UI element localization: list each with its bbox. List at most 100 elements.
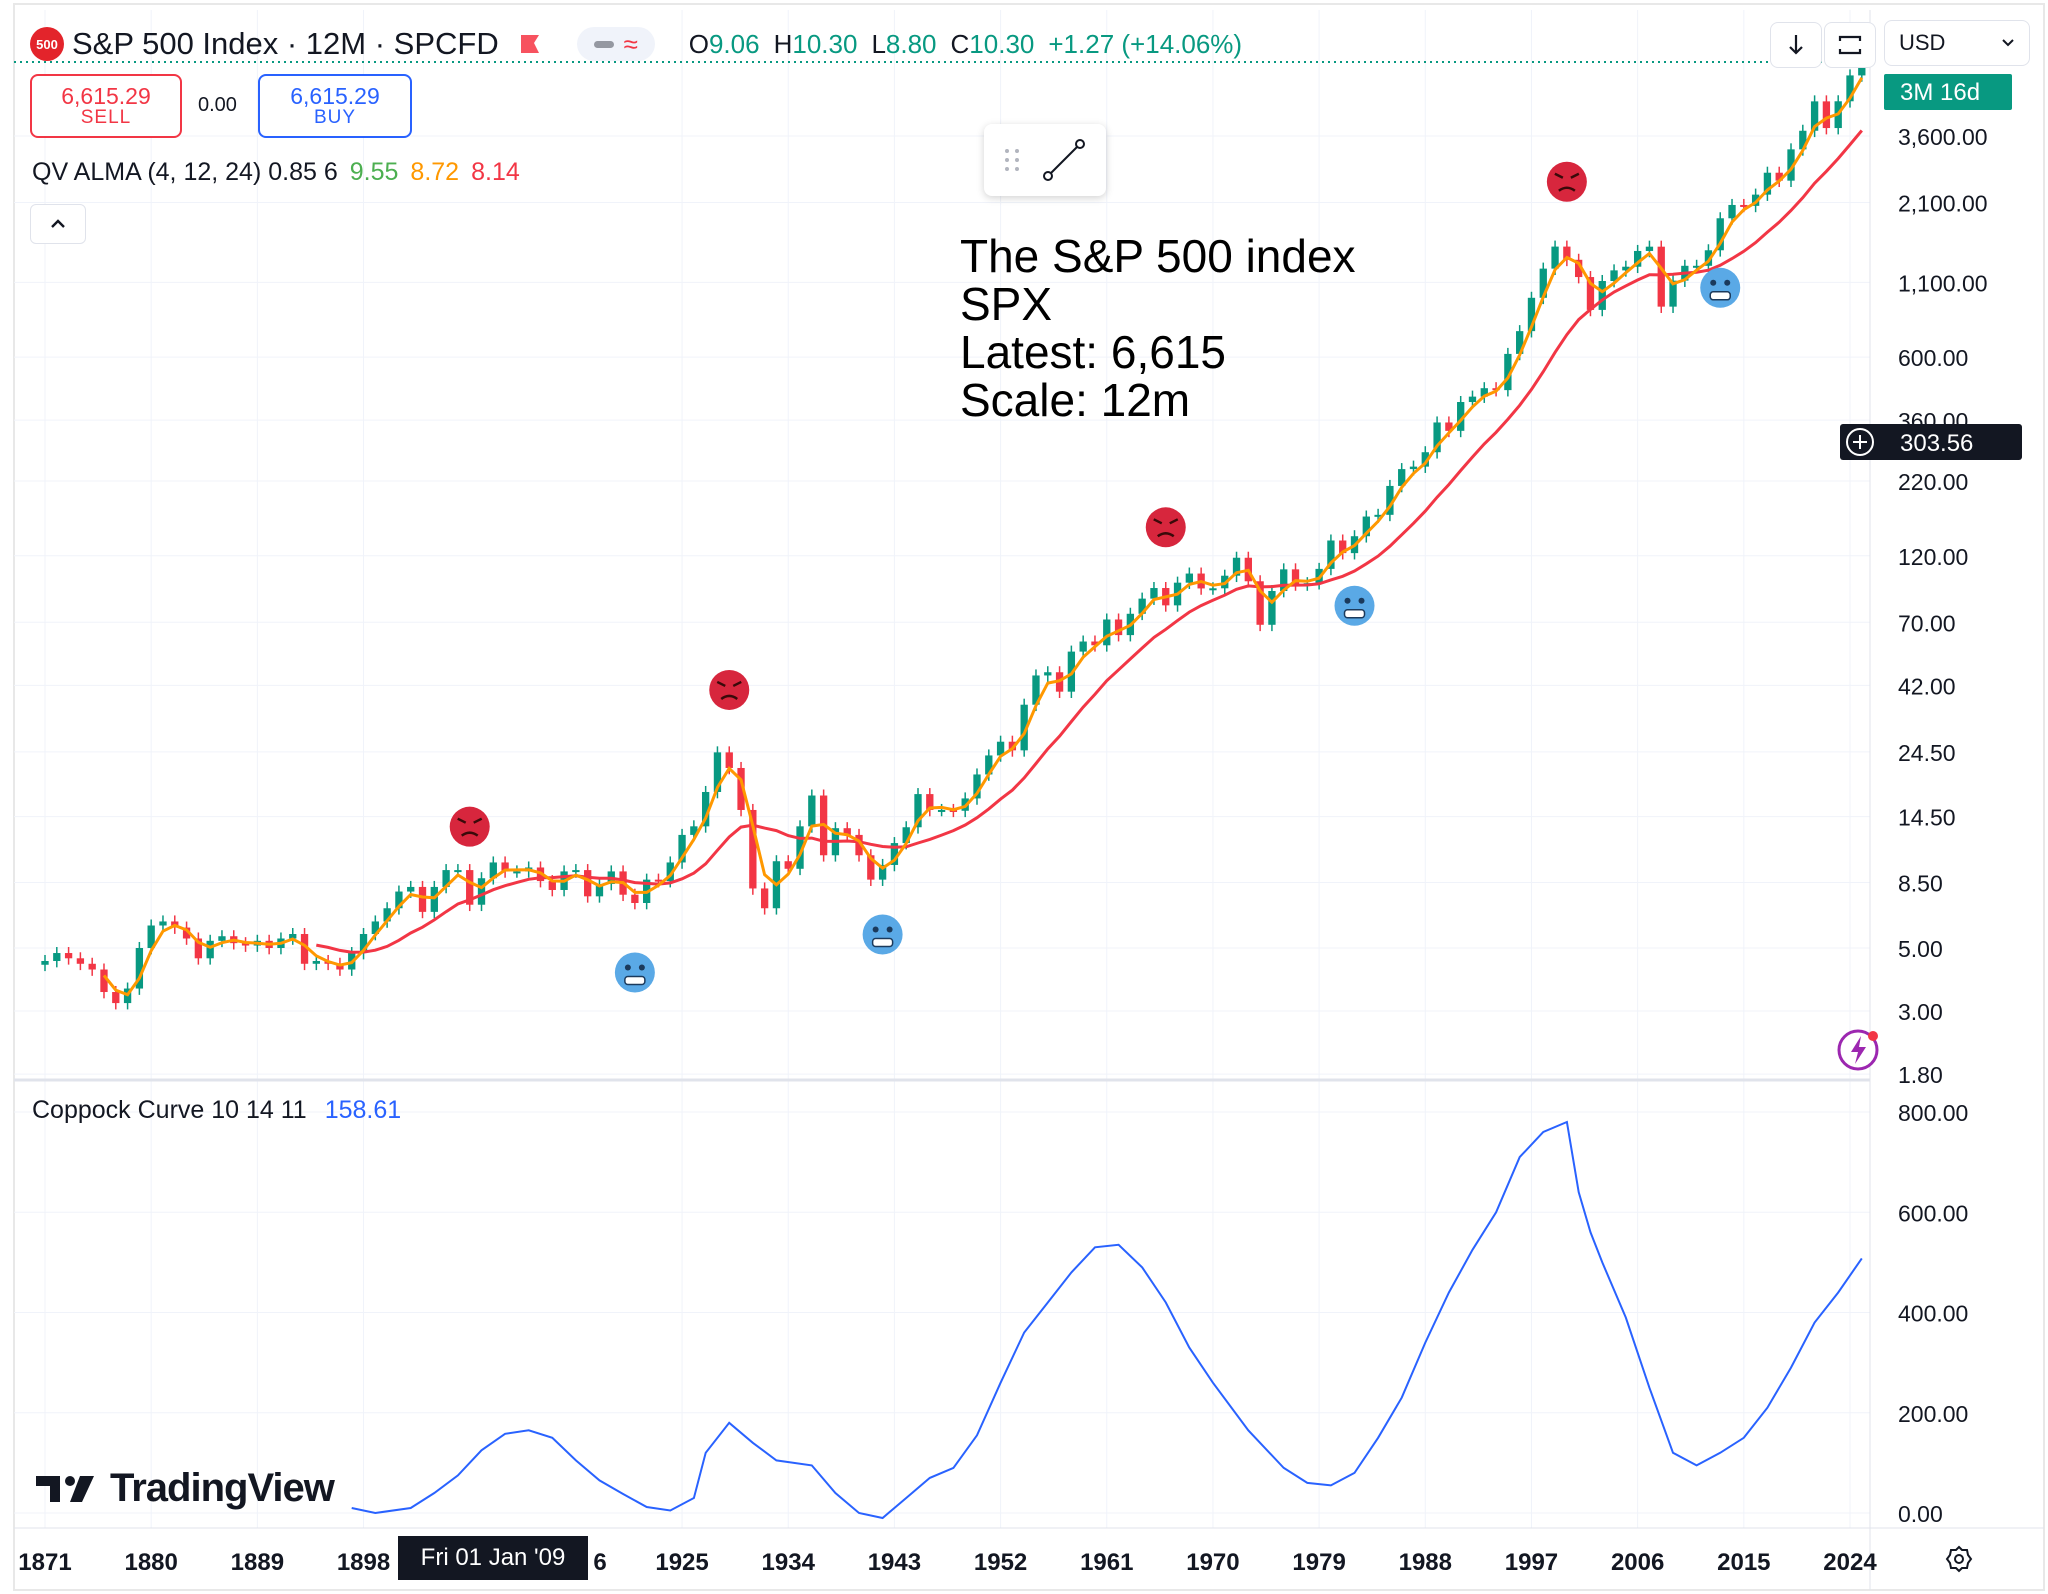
candle-body [737,767,745,810]
flag-icon[interactable] [519,33,541,55]
chart-style-toggle[interactable]: ≈ [576,27,655,61]
candle-body [1692,265,1701,268]
crosshair-plus-icon[interactable] [1846,428,1874,456]
candle-body [41,961,49,965]
candle-body [182,927,191,939]
price-tick-label: 220.00 [1898,469,1968,495]
candle-body [1185,573,1194,583]
candle-body [1810,101,1819,131]
price-tick-label: 8.50 [1898,871,1943,897]
annotation-line-2: SPX [960,278,1053,330]
cold-face-icon[interactable] [1700,267,1741,308]
candle-body [1622,266,1630,271]
candle-body [760,888,769,909]
candle-body [418,886,427,912]
candle-body [312,961,320,964]
approx-icon: ≈ [623,29,638,59]
angry-face-icon[interactable] [1546,161,1587,202]
candle-body [1232,557,1241,576]
candle-body [454,870,462,873]
crosshair-price: 303.56 [1900,430,1973,457]
candle-body [1291,569,1300,585]
collapse-legend-button[interactable] [30,204,86,244]
time-axis[interactable]: 1871 1880 1889 1898 1925 1934 1943 1952 1961 1970… [18,1549,1877,1576]
candle-body [973,774,981,799]
candle-body [1374,514,1382,517]
cold-face-icon[interactable] [862,914,903,955]
gear-icon[interactable] [1944,1544,1974,1574]
chevron-down-icon [2002,39,2014,47]
candle-body [725,752,733,768]
annotation-line-3: Latest: 6,615 [960,326,1226,378]
time-tick-label: 2006 [1611,1549,1664,1576]
cold-face-icon[interactable] [614,952,655,993]
candle-body [300,934,309,964]
candle-body [1504,353,1512,391]
candle-body [1763,172,1772,195]
crosshair-plus-box[interactable] [1840,424,2022,460]
ohlc-low: 8.80 [885,28,937,59]
candle-body [843,828,851,835]
candle-body [548,881,556,890]
candle-body [1138,598,1146,614]
buy-button[interactable]: 6,615.29 BUY [258,74,412,138]
drag-handle-icon[interactable] [992,140,1032,180]
arrow-down-button[interactable] [1770,22,1822,68]
alma-value-3: 8.14 [471,158,520,186]
coppock-axis[interactable]: 800.00 600.00 400.00 200.00 0.00 [1898,1100,1968,1527]
candle-body [135,948,144,989]
time-tick-label: 1925 [655,1549,708,1576]
coppock-tick-label: 400.00 [1898,1301,1968,1327]
candle-body [53,953,61,962]
text-annotation[interactable]: The S&P 500 index SPX Latest: 6,615 Scal… [960,232,1356,424]
cold-face-icon[interactable] [1334,585,1375,626]
coppock-legend[interactable]: Coppock Curve 10 14 11 158.61 [32,1096,401,1125]
candle-body [1563,246,1571,260]
candle-body [1751,194,1760,206]
candle-body [1740,204,1748,207]
candle-body [1527,297,1536,332]
candle-body [194,938,203,959]
candle-body [1586,277,1595,310]
alma-value-1: 9.55 [349,158,399,186]
candle-body [1728,204,1736,219]
candle-body [1079,641,1087,652]
angry-face-icon[interactable] [449,806,490,847]
angry-face-icon[interactable] [709,669,750,710]
candle-body [513,871,521,874]
candle-body [690,826,698,835]
currency-select[interactable]: USD [1884,20,2030,66]
tradingview-logo[interactable]: TradingView [36,1466,335,1511]
buy-label: BUY [313,107,357,129]
candle-body [749,809,757,889]
ohlc-l-label: L [871,28,886,59]
price-tick-label: 42.00 [1898,673,1956,699]
candle-body [1421,452,1429,467]
angry-face-icon[interactable] [1145,507,1186,548]
candle-body [914,794,922,828]
drawing-toolbar[interactable] [984,124,1106,196]
candle-body [808,795,816,827]
candle-body [1398,469,1406,486]
candle-body [1858,60,1866,76]
candle-body [572,870,580,873]
candle-body [1008,741,1017,751]
candle-body [1433,422,1441,453]
time-tick-label: 1943 [868,1549,921,1576]
candle-body [1268,591,1276,625]
candle-body [1669,280,1677,307]
candle-body [1020,704,1028,751]
candle-body [218,936,226,941]
annotation-line-1: The S&P 500 index [960,230,1356,282]
fullscreen-button[interactable] [1824,22,1876,68]
price-axis[interactable]: 3,600.002,100.001,100.00600.00360.00220.… [1898,124,1988,1088]
trend-line-icon[interactable] [1036,132,1092,188]
symbol-title[interactable]: S&P 500 Index · 12M · SPCFD [72,26,499,61]
sp500-logo-icon[interactable]: 500 [30,27,64,61]
candle-body [878,864,887,880]
sell-button[interactable]: 6,615.29 SELL [30,74,182,138]
alma-legend[interactable]: QV ALMA (4, 12, 24) 0.85 6 9.55 8.72 8.1… [32,158,520,187]
candle-body [395,891,403,909]
